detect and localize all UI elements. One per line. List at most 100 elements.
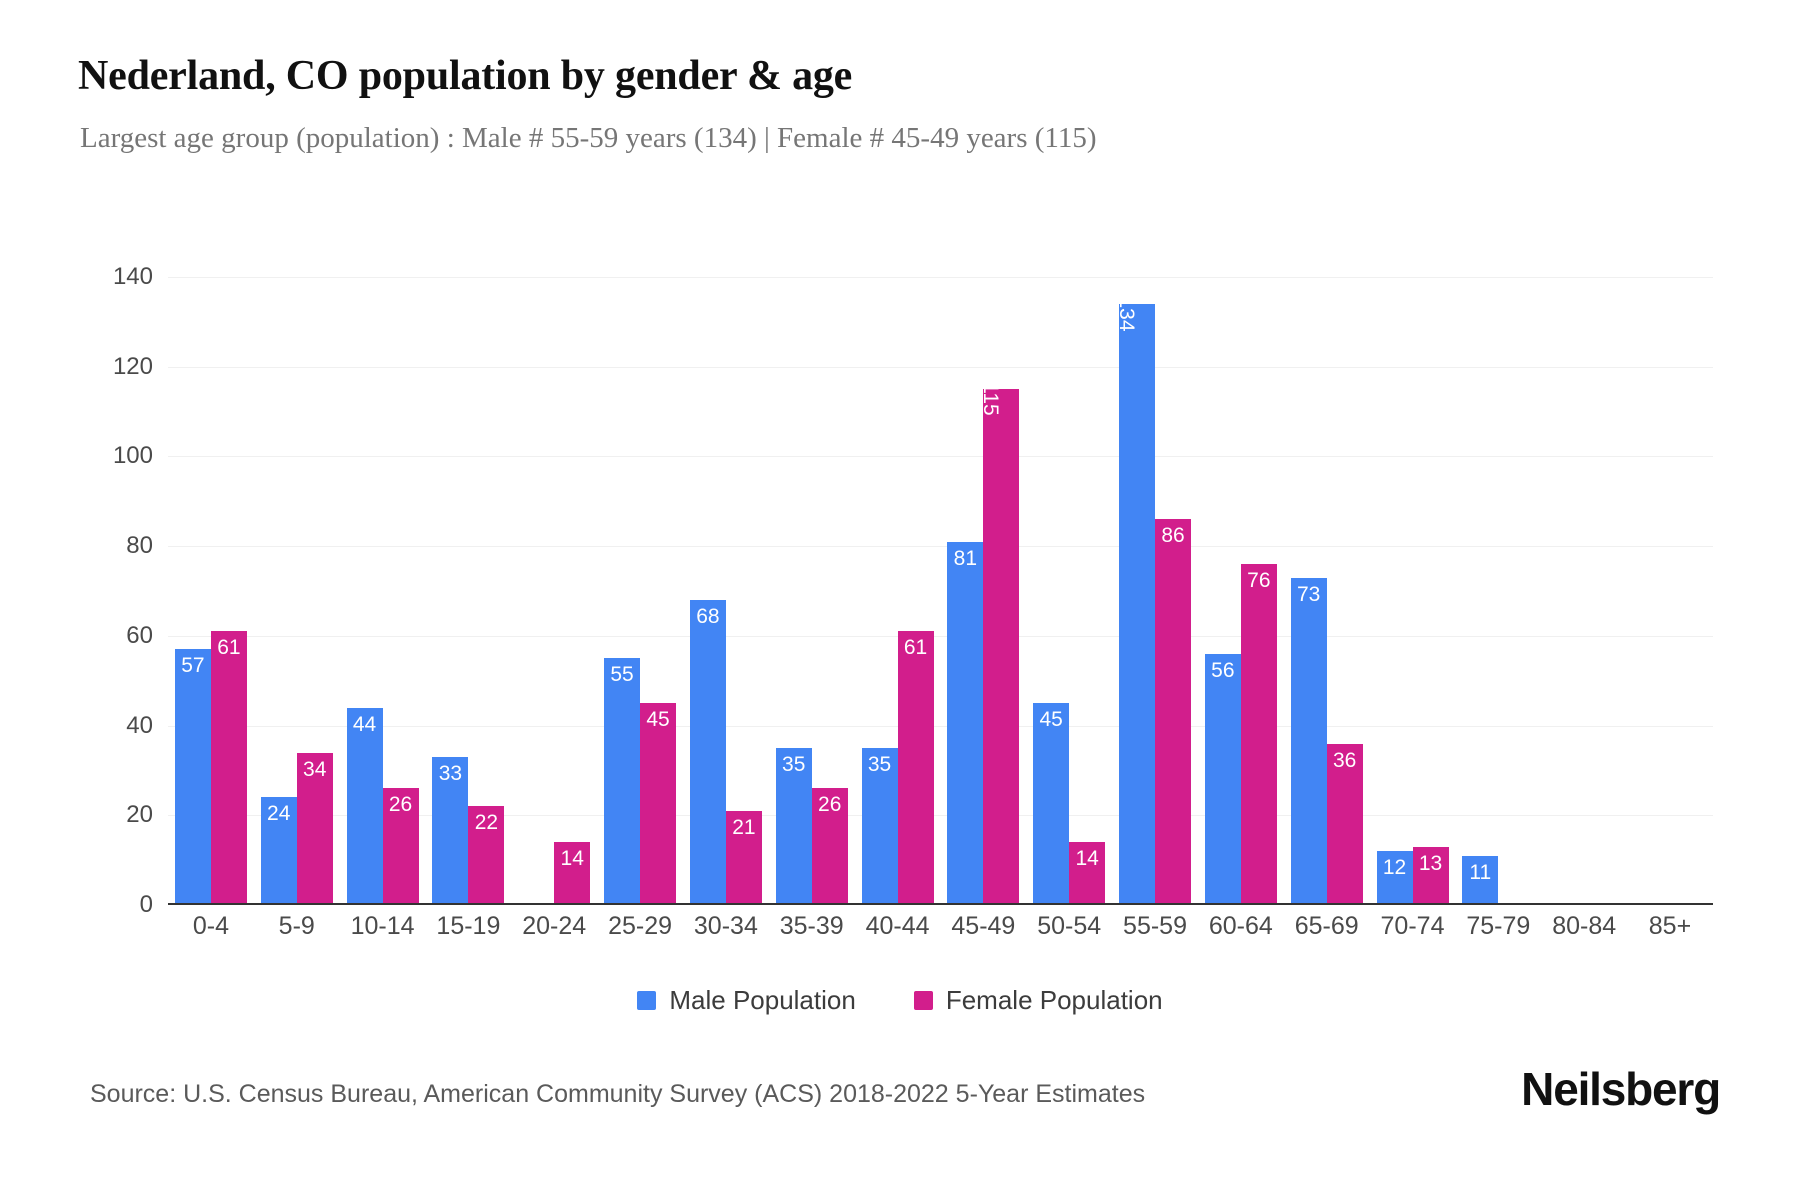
- bar-female[interactable]: 34: [296, 752, 333, 905]
- x-axis-tick-label: 10-14: [350, 912, 415, 940]
- bar-female[interactable]: 45: [640, 703, 677, 905]
- bar-value-label: 68: [696, 604, 720, 628]
- plot-area: 0 20 40 60 80 100 120 140 57 61 24 34 44 26 33 22 14 55 4…: [113, 263, 1713, 918]
- bar-group: 56 76: [1198, 277, 1284, 905]
- legend-item[interactable]: Male Population: [637, 985, 856, 1016]
- x-axis-tick-label: 85+: [1648, 912, 1692, 940]
- x-axis-tick-label: 75-79: [1466, 912, 1531, 940]
- x-axis-tick-label: 40-44: [865, 912, 930, 940]
- bar-group: 12 13: [1370, 277, 1456, 905]
- x-axis-tick-label: 55-59: [1123, 912, 1187, 940]
- bar-group: 35 26: [769, 277, 855, 905]
- bar-value-label: 45: [646, 708, 670, 732]
- bar-male[interactable]: 12: [1376, 851, 1413, 905]
- bar-male[interactable]: 56: [1204, 653, 1241, 905]
- bar-value-label: 76: [1247, 569, 1271, 593]
- bar-value-label: 45: [1039, 708, 1063, 732]
- bar-female[interactable]: 36: [1326, 743, 1363, 905]
- y-axis-tick-label: 80: [126, 532, 153, 560]
- bar-value-label: 134: [1115, 296, 1139, 332]
- y-axis-tick-label: 40: [126, 711, 153, 739]
- gridline: [168, 815, 1713, 817]
- x-axis-tick-label: 70-74: [1380, 912, 1445, 940]
- bar-male[interactable]: 81: [947, 541, 984, 905]
- legend-swatch-icon: [913, 991, 933, 1010]
- bar-female[interactable]: 61: [210, 631, 247, 905]
- bar-female[interactable]: 14: [1069, 842, 1106, 905]
- bar-male[interactable]: 68: [689, 599, 726, 905]
- bar-value-label: 33: [438, 761, 463, 785]
- gridline: [168, 725, 1713, 727]
- bar-group: 134 86: [1112, 277, 1198, 905]
- gridline: [168, 366, 1713, 368]
- bar-group: [1627, 277, 1713, 905]
- x-axis-tick-label: 60-64: [1208, 912, 1273, 940]
- x-axis-tick-label: 5-9: [278, 912, 315, 940]
- gridline: [168, 277, 1713, 278]
- bar-value-label: 73: [1296, 582, 1321, 606]
- bar-male[interactable]: 134: [1115, 296, 1156, 905]
- bar-group: [1541, 277, 1627, 905]
- bar-value-label: 24: [267, 802, 291, 826]
- bar-value-label: 56: [1211, 658, 1235, 682]
- bar-male[interactable]: 45: [1033, 703, 1070, 905]
- bar-female[interactable]: 21: [725, 810, 762, 905]
- bar-value-label: 57: [181, 654, 205, 678]
- y-axis-tick-label: 60: [126, 621, 153, 649]
- x-axis-tick-label: 30-34: [693, 912, 758, 940]
- bar-value-label: 12: [1382, 856, 1407, 880]
- bar-female[interactable]: 86: [1155, 519, 1192, 905]
- x-axis-tick-label: 0-4: [192, 912, 229, 940]
- x-axis-tick-label: 45-49: [951, 912, 1016, 940]
- bar-male[interactable]: 55: [604, 658, 641, 905]
- bar-group: 45 14: [1026, 277, 1112, 905]
- bar-male[interactable]: 35: [775, 748, 812, 905]
- bar-male[interactable]: 57: [174, 649, 211, 905]
- bar-female[interactable]: 26: [811, 788, 848, 905]
- bar-value-label: 26: [818, 793, 842, 817]
- bar-value-label: 13: [1418, 851, 1443, 875]
- x-axis-labels: 0-4 5-9 10-14 15-19 20-24 25-29 30-34 35-39 40-4…: [168, 912, 1713, 941]
- bar-female[interactable]: 76: [1240, 564, 1277, 905]
- gridline: [168, 456, 1713, 458]
- bar-female[interactable]: 13: [1412, 846, 1449, 905]
- x-axis-tick-label: 20-24: [522, 912, 587, 940]
- bar-group: 57 61: [168, 277, 254, 905]
- bar-value-label: 44: [352, 712, 377, 736]
- bar-value-label: 86: [1161, 524, 1185, 548]
- bar-value-label: 26: [388, 793, 413, 817]
- x-axis-tick-label: 65-69: [1294, 912, 1359, 940]
- bar-female[interactable]: 14: [554, 842, 591, 905]
- bar-male[interactable]: 73: [1290, 577, 1327, 905]
- bar-group: 68 21: [683, 277, 769, 905]
- bar-male[interactable]: 44: [346, 707, 383, 905]
- bar-female[interactable]: 26: [382, 788, 419, 905]
- bar-value-label: 35: [782, 753, 806, 776]
- x-axis-tick-label: 35-39: [779, 912, 844, 940]
- bar-group: 11: [1455, 277, 1541, 905]
- bar-value-label: 35: [867, 753, 892, 776]
- legend-label: Female Population: [945, 985, 1163, 1015]
- bar-group: 44 26: [340, 277, 426, 905]
- bar-male[interactable]: 11: [1462, 855, 1499, 905]
- bar-value-label: 115: [979, 382, 1003, 416]
- bar-female[interactable]: 61: [897, 631, 934, 905]
- bar-value-label: 61: [217, 636, 241, 660]
- bar-value-label: 21: [732, 815, 756, 839]
- bar-male[interactable]: 33: [432, 756, 469, 905]
- gridline: [168, 546, 1713, 548]
- bar-value-label: 36: [1332, 748, 1357, 772]
- x-axis-line: [168, 903, 1713, 905]
- chart-legend: Male Population Female Population: [0, 985, 1800, 1016]
- bar-female[interactable]: 22: [468, 806, 505, 905]
- bar-male[interactable]: 24: [260, 797, 297, 905]
- bar-female[interactable]: 115: [979, 382, 1020, 905]
- bar-male[interactable]: 35: [861, 748, 898, 905]
- bar-value-label: 14: [560, 847, 584, 871]
- bar-value-label: 81: [953, 546, 978, 570]
- legend-item[interactable]: Female Population: [913, 985, 1163, 1016]
- x-axis-tick-label: 25-29: [608, 912, 673, 940]
- legend-label: Male Population: [669, 985, 856, 1015]
- bar-group: 24 34: [254, 277, 340, 905]
